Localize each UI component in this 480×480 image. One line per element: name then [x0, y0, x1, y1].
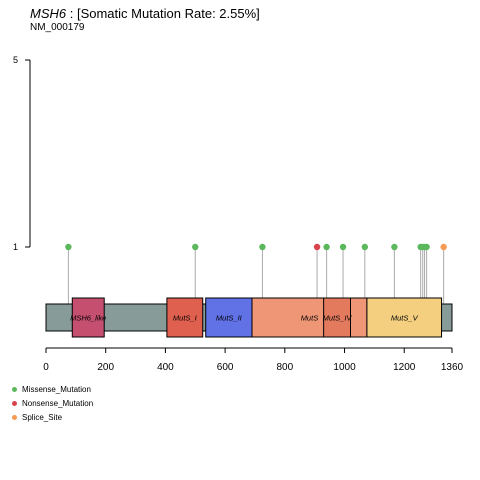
gene-name: MSH6	[30, 6, 67, 21]
domain-msh6_like	[71, 297, 105, 338]
domain-label: MutS_V	[391, 314, 419, 323]
legend-label: Missense_Mutation	[22, 385, 91, 394]
domain-muts_ii	[205, 297, 253, 338]
x-tick-label: 1200	[393, 362, 416, 373]
y-tick-label: 5	[13, 55, 18, 65]
domain-label: MutS_I	[173, 314, 197, 323]
mutation-point	[339, 243, 347, 251]
x-tick-label: 600	[217, 362, 234, 373]
legend-item: Missense_Mutation	[12, 385, 91, 394]
legend-dot-icon	[12, 401, 17, 407]
x-tick-label: 1000	[333, 362, 356, 373]
legend-label: Nonsense_Mutation	[22, 399, 94, 408]
mutation-point	[440, 243, 447, 251]
x-tick-label: 800	[276, 362, 293, 373]
mutation-point	[361, 243, 369, 251]
mutation-point	[423, 243, 430, 251]
legend-item: Nonsense_Mutation	[12, 399, 93, 408]
domain-label: MSH6_like	[70, 314, 106, 323]
mutation-point	[192, 243, 199, 251]
domain-label: MutS_II	[216, 314, 242, 323]
x-tick-label: 1360	[441, 362, 464, 373]
domain-muts_v	[366, 297, 443, 338]
legend-item: Splice_Site	[12, 413, 62, 422]
chart-title: MSH6 : [Somatic Mutation Rate: 2.55%]	[30, 6, 260, 21]
mutation-rate-text: : [Somatic Mutation Rate: 2.55%]	[66, 6, 260, 21]
domain-muts_i	[166, 297, 204, 338]
legend-dot-icon	[12, 415, 17, 421]
mutation-point	[313, 243, 321, 251]
mutation-point	[259, 243, 266, 251]
x-tick-label: 400	[157, 362, 174, 373]
x-tick-label: 0	[43, 362, 49, 373]
domain-label: MutS_IV	[323, 314, 353, 323]
mutation-point	[65, 243, 72, 251]
transcript-id: NM_000179	[30, 22, 85, 33]
y-tick-label: 1	[13, 242, 18, 252]
legend-dot-icon	[12, 387, 17, 393]
mutation-point	[323, 243, 330, 251]
x-tick-label: 200	[97, 362, 114, 373]
mutation-point	[391, 243, 398, 251]
domain-muts_iv	[323, 297, 352, 338]
legend-label: Splice_Site	[22, 413, 63, 422]
domain-label: MutS	[301, 314, 319, 323]
